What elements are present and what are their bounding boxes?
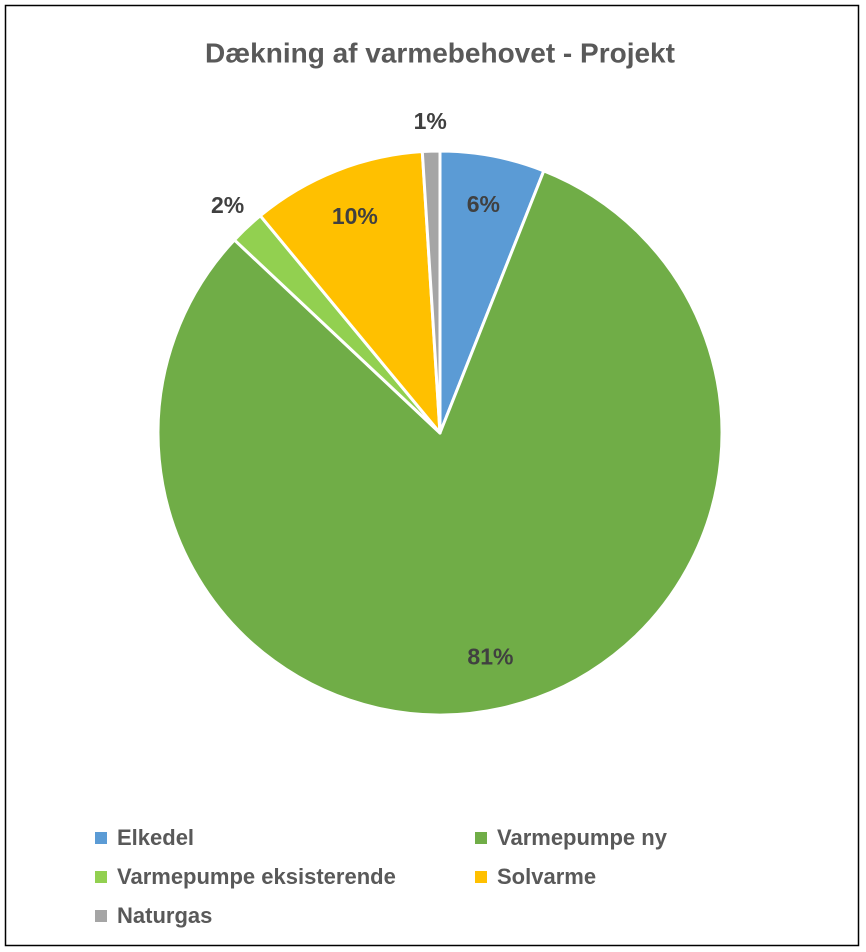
pie-slice [258,150,442,435]
legend-swatch [95,832,107,844]
legend-label: Naturgas [117,903,212,928]
chart-title: Dækning af varmebehovet - Projekt [205,37,675,68]
data-label: 6% [467,191,500,217]
legend-label: Solvarme [497,864,596,889]
legend-swatch [95,910,107,922]
data-label: 2% [211,192,244,218]
legend-label: Varmepumpe ny [497,825,668,850]
legend-label: Varmepumpe eksisterende [117,864,396,889]
data-label: 1% [414,108,447,134]
data-label: 81% [467,644,513,670]
legend-swatch [95,871,107,883]
pie-slice [420,149,442,435]
legend-label: Elkedel [117,825,194,850]
pie-slice [156,169,724,717]
legend-swatch [475,871,487,883]
legend-swatch [475,832,487,844]
data-label: 10% [332,203,378,229]
